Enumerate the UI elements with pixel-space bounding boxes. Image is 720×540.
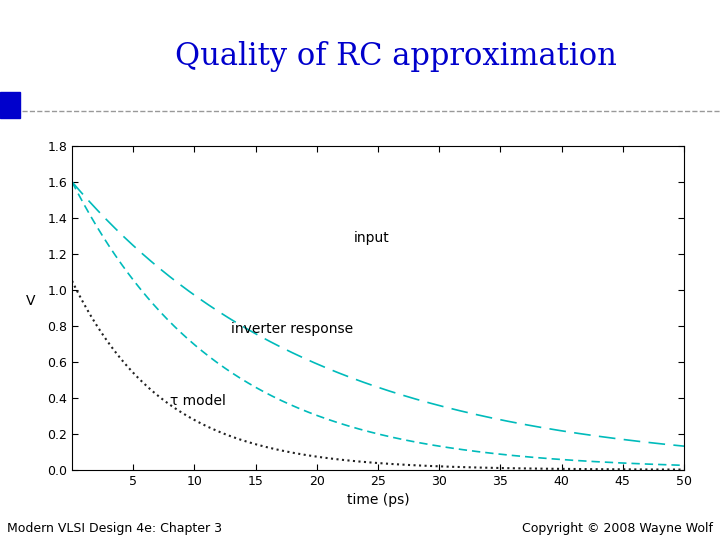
X-axis label: time (ps): time (ps) bbox=[347, 493, 409, 507]
Text: input: input bbox=[354, 231, 390, 245]
Text: Copyright © 2008 Wayne Wolf: Copyright © 2008 Wayne Wolf bbox=[522, 522, 713, 535]
Text: τ model: τ model bbox=[170, 394, 226, 408]
Y-axis label: V: V bbox=[26, 294, 35, 308]
Text: Quality of RC approximation: Quality of RC approximation bbox=[175, 41, 617, 72]
Text: inverter response: inverter response bbox=[231, 322, 354, 336]
Text: Modern VLSI Design 4e: Chapter 3: Modern VLSI Design 4e: Chapter 3 bbox=[7, 522, 222, 535]
